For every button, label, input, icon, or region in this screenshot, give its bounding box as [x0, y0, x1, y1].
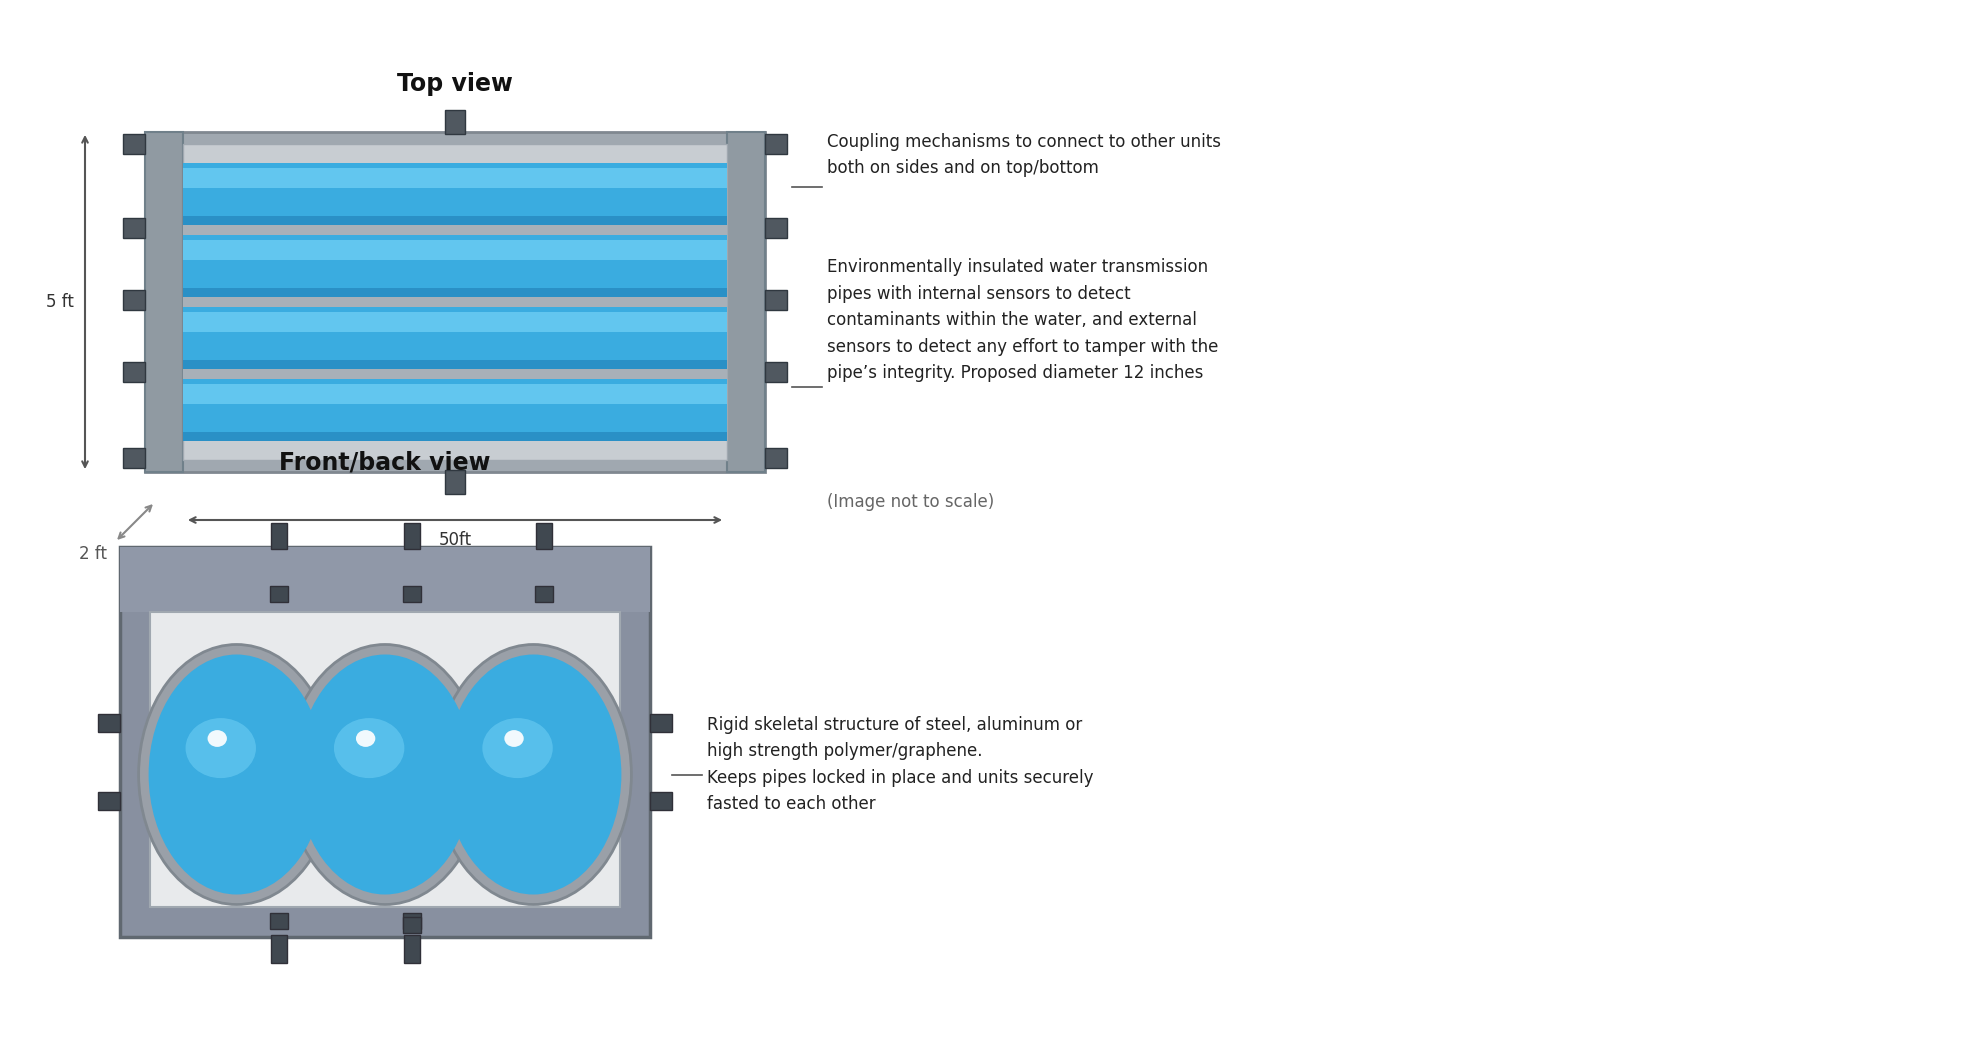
Bar: [764, 290, 786, 310]
Bar: [404, 523, 420, 549]
Bar: [182, 297, 727, 307]
Bar: [764, 448, 786, 468]
Ellipse shape: [186, 718, 255, 778]
Bar: [182, 216, 727, 225]
Bar: [764, 218, 786, 239]
Bar: [182, 163, 727, 225]
Bar: [123, 218, 145, 239]
Bar: [182, 369, 727, 379]
Bar: [182, 287, 727, 297]
Text: Top view: Top view: [398, 72, 513, 96]
Text: 2 ft: 2 ft: [79, 545, 107, 563]
Bar: [121, 546, 649, 937]
Bar: [182, 225, 727, 235]
Text: Rigid skeletal structure of steel, aluminum or
high strength polymer/graphene.
K: Rigid skeletal structure of steel, alumi…: [707, 716, 1093, 813]
Bar: [97, 713, 121, 731]
Ellipse shape: [208, 730, 228, 747]
Ellipse shape: [356, 730, 376, 747]
Text: 5 ft: 5 ft: [46, 293, 73, 311]
Bar: [145, 132, 182, 472]
Bar: [145, 132, 764, 472]
Bar: [269, 586, 287, 602]
Bar: [182, 307, 727, 369]
Bar: [182, 240, 727, 260]
Bar: [537, 523, 552, 549]
Bar: [269, 913, 287, 929]
Bar: [182, 379, 727, 441]
Bar: [402, 586, 420, 602]
Text: Front/back view: Front/back view: [279, 450, 491, 474]
Bar: [150, 768, 620, 781]
Bar: [182, 144, 727, 460]
Bar: [182, 360, 727, 369]
Bar: [97, 791, 121, 810]
Ellipse shape: [335, 718, 404, 778]
Bar: [123, 290, 145, 310]
Ellipse shape: [483, 718, 552, 778]
Ellipse shape: [297, 654, 473, 895]
Text: 50ft: 50ft: [438, 531, 471, 549]
Bar: [182, 312, 727, 332]
Bar: [764, 362, 786, 382]
Bar: [446, 470, 465, 494]
Bar: [271, 523, 287, 549]
Bar: [123, 362, 145, 382]
Bar: [182, 431, 727, 441]
Bar: [446, 110, 465, 134]
Bar: [764, 134, 786, 155]
Bar: [182, 235, 727, 297]
Ellipse shape: [139, 645, 335, 904]
Bar: [649, 791, 671, 810]
Bar: [182, 168, 727, 188]
Bar: [150, 612, 620, 907]
Bar: [535, 586, 552, 602]
Text: Coupling mechanisms to connect to other units
both on sides and on top/bottom: Coupling mechanisms to connect to other …: [828, 133, 1222, 177]
Text: (Image not to scale): (Image not to scale): [828, 493, 994, 511]
Bar: [727, 132, 764, 472]
Ellipse shape: [505, 730, 525, 747]
Ellipse shape: [446, 654, 622, 895]
Bar: [123, 134, 145, 155]
Bar: [271, 935, 287, 963]
Ellipse shape: [436, 645, 632, 904]
Bar: [404, 935, 420, 963]
Bar: [649, 713, 671, 731]
Ellipse shape: [287, 645, 483, 904]
Bar: [123, 448, 145, 468]
Bar: [402, 913, 420, 929]
Bar: [402, 917, 420, 933]
Bar: [121, 546, 649, 612]
Bar: [182, 384, 727, 403]
Ellipse shape: [148, 654, 325, 895]
Text: Environmentally insulated water transmission
pipes with internal sensors to dete: Environmentally insulated water transmis…: [828, 258, 1218, 382]
